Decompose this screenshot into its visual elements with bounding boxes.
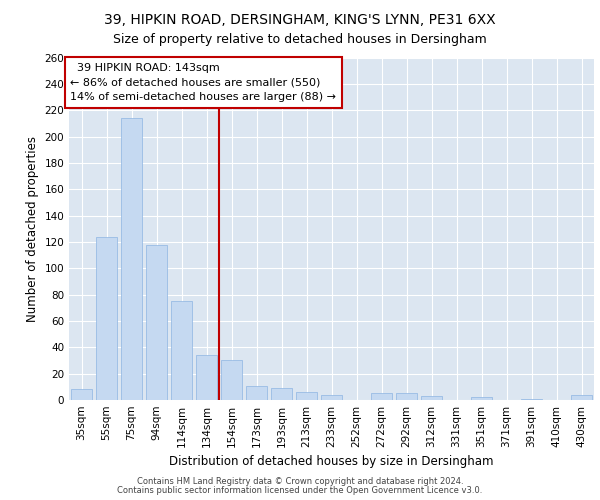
Bar xyxy=(146,244,167,400)
Text: Size of property relative to detached houses in Dersingham: Size of property relative to detached ho… xyxy=(113,32,487,46)
Bar xyxy=(121,118,142,400)
Bar xyxy=(571,394,592,400)
Bar xyxy=(321,394,342,400)
Bar xyxy=(171,301,192,400)
X-axis label: Distribution of detached houses by size in Dersingham: Distribution of detached houses by size … xyxy=(169,456,494,468)
Text: 39 HIPKIN ROAD: 143sqm
← 86% of detached houses are smaller (550)
14% of semi-de: 39 HIPKIN ROAD: 143sqm ← 86% of detached… xyxy=(70,63,336,102)
Text: 39, HIPKIN ROAD, DERSINGHAM, KING'S LYNN, PE31 6XX: 39, HIPKIN ROAD, DERSINGHAM, KING'S LYNN… xyxy=(104,12,496,26)
Bar xyxy=(271,388,292,400)
Bar xyxy=(521,398,542,400)
Bar xyxy=(221,360,242,400)
Bar xyxy=(471,398,492,400)
Bar xyxy=(71,390,92,400)
Bar xyxy=(96,236,117,400)
Text: Contains public sector information licensed under the Open Government Licence v3: Contains public sector information licen… xyxy=(118,486,482,495)
Y-axis label: Number of detached properties: Number of detached properties xyxy=(26,136,39,322)
Bar xyxy=(371,394,392,400)
Bar xyxy=(196,355,217,400)
Bar xyxy=(296,392,317,400)
Bar xyxy=(421,396,442,400)
Bar xyxy=(246,386,267,400)
Bar xyxy=(396,394,417,400)
Text: Contains HM Land Registry data © Crown copyright and database right 2024.: Contains HM Land Registry data © Crown c… xyxy=(137,477,463,486)
